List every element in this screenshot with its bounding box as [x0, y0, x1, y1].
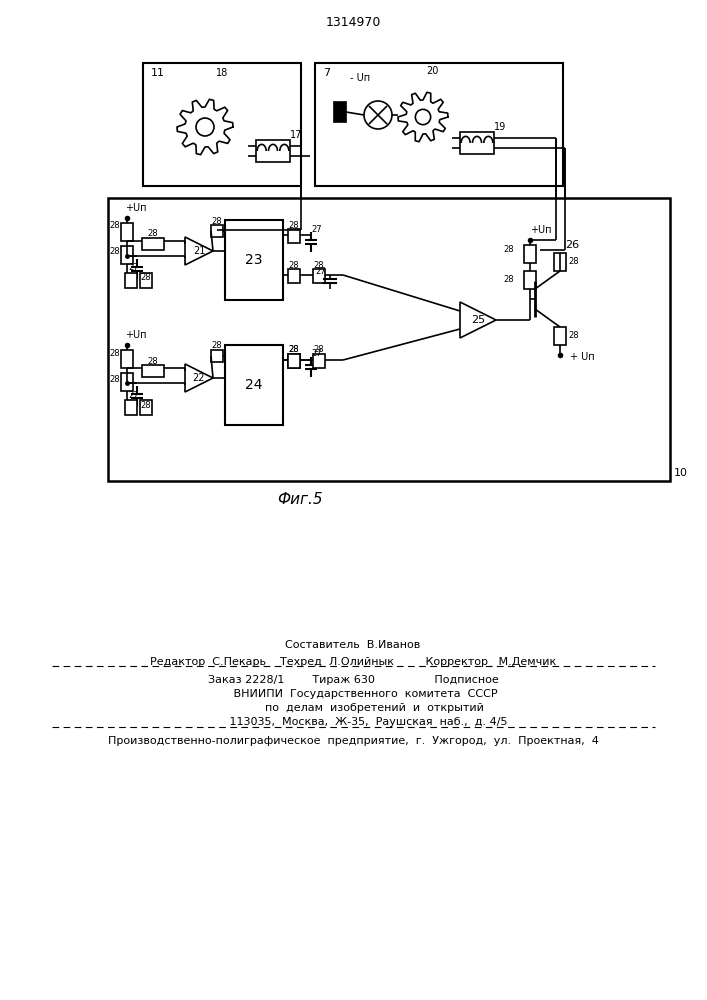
Text: ВНИИПИ  Государственного  комитета  СССР: ВНИИПИ Государственного комитета СССР: [209, 689, 497, 699]
Text: Заказ 2228/1        Тираж 630                 Подписное: Заказ 2228/1 Тираж 630 Подписное: [208, 675, 498, 685]
Text: по  делам  изобретений  и  открытий: по делам изобретений и открытий: [223, 703, 484, 713]
Bar: [125, 273, 137, 288]
Text: 28: 28: [503, 274, 514, 284]
Text: 11: 11: [151, 68, 165, 78]
Bar: [554, 327, 566, 345]
Bar: [121, 246, 133, 264]
Bar: [554, 253, 566, 271]
Bar: [524, 271, 536, 289]
Text: 7: 7: [323, 68, 330, 78]
Bar: [121, 373, 133, 391]
Text: 28: 28: [110, 222, 120, 231]
Text: 25: 25: [471, 315, 485, 325]
Bar: [108, 198, 670, 481]
Text: 28: 28: [140, 400, 151, 410]
Text: 28: 28: [288, 260, 299, 269]
Text: 18: 18: [216, 68, 228, 78]
Text: 28: 28: [288, 346, 298, 355]
Text: 27: 27: [128, 390, 139, 399]
Bar: [313, 269, 325, 283]
Text: 28: 28: [110, 247, 120, 256]
Bar: [142, 365, 164, 377]
Text: 28: 28: [110, 374, 120, 383]
Bar: [315, 63, 563, 186]
Bar: [211, 225, 223, 237]
Text: 10: 10: [674, 468, 688, 478]
Text: 22: 22: [193, 373, 205, 383]
Text: 28: 28: [140, 273, 151, 282]
Text: +Uп: +Uп: [125, 203, 146, 213]
Text: 23: 23: [245, 253, 263, 267]
Text: 27: 27: [312, 350, 322, 359]
Text: 19: 19: [494, 122, 506, 132]
Text: 27: 27: [128, 263, 139, 272]
Text: 17: 17: [290, 130, 303, 140]
Text: Составитель  В.Иванов: Составитель В.Иванов: [286, 640, 421, 650]
Text: 1314970: 1314970: [325, 15, 380, 28]
Text: 28: 28: [314, 346, 325, 355]
Text: +Uп: +Uп: [125, 330, 146, 340]
Bar: [460, 132, 494, 154]
Text: 28: 28: [288, 221, 298, 230]
Bar: [256, 140, 290, 162]
Text: 28: 28: [211, 217, 222, 226]
Bar: [121, 223, 133, 241]
Bar: [288, 354, 300, 368]
Text: 27: 27: [312, 225, 322, 233]
Bar: [143, 63, 301, 186]
Text: 26: 26: [565, 240, 579, 250]
Bar: [334, 102, 346, 122]
Text: 21: 21: [193, 246, 205, 256]
Text: Фиг.5: Фиг.5: [277, 492, 323, 508]
Text: 28: 28: [110, 349, 120, 358]
Bar: [288, 229, 300, 243]
Bar: [288, 354, 300, 368]
Text: 28: 28: [148, 357, 158, 365]
Text: Производственно-полиграфическое  предприятие,  г.  Ужгород,  ул.  Проектная,  4: Производственно-полиграфическое предприя…: [107, 736, 598, 746]
Text: 27: 27: [316, 266, 327, 275]
Text: + Uп: + Uп: [570, 352, 595, 362]
Text: 28: 28: [568, 330, 578, 340]
Bar: [140, 273, 152, 288]
Bar: [140, 400, 152, 415]
Bar: [524, 245, 536, 263]
Text: 28: 28: [503, 245, 514, 254]
Text: 28: 28: [568, 256, 578, 265]
Bar: [313, 354, 325, 368]
Text: 28: 28: [211, 342, 222, 351]
Bar: [225, 345, 283, 425]
Text: 28: 28: [148, 230, 158, 238]
Text: 28: 28: [288, 346, 299, 355]
Text: 28: 28: [314, 260, 325, 269]
Bar: [125, 400, 137, 415]
Bar: [225, 220, 283, 300]
Bar: [121, 350, 133, 368]
Text: +Uп: +Uп: [530, 225, 551, 235]
Text: 20: 20: [426, 66, 438, 76]
Text: - Uп: - Uп: [350, 73, 370, 83]
Bar: [142, 238, 164, 250]
Text: 24: 24: [245, 378, 263, 392]
Text: 113035,  Москва,  Ж-35,  Раушская  наб.,  д. 4/5: 113035, Москва, Ж-35, Раушская наб., д. …: [198, 717, 508, 727]
Bar: [211, 350, 223, 362]
Text: Редактор  С.Пекарь    Техред  Л.Олийнык         Корректор   М.Демчик: Редактор С.Пекарь Техред Л.Олийнык Корре…: [150, 657, 556, 667]
Bar: [288, 269, 300, 283]
